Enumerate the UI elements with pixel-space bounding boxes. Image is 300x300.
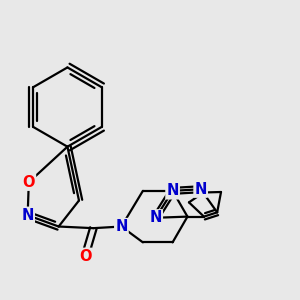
- Text: N: N: [167, 183, 179, 198]
- Text: N: N: [115, 219, 128, 234]
- Text: N: N: [149, 210, 162, 225]
- Text: N: N: [22, 208, 34, 223]
- Text: O: O: [22, 175, 35, 190]
- Text: N: N: [194, 182, 207, 197]
- Text: O: O: [79, 249, 91, 264]
